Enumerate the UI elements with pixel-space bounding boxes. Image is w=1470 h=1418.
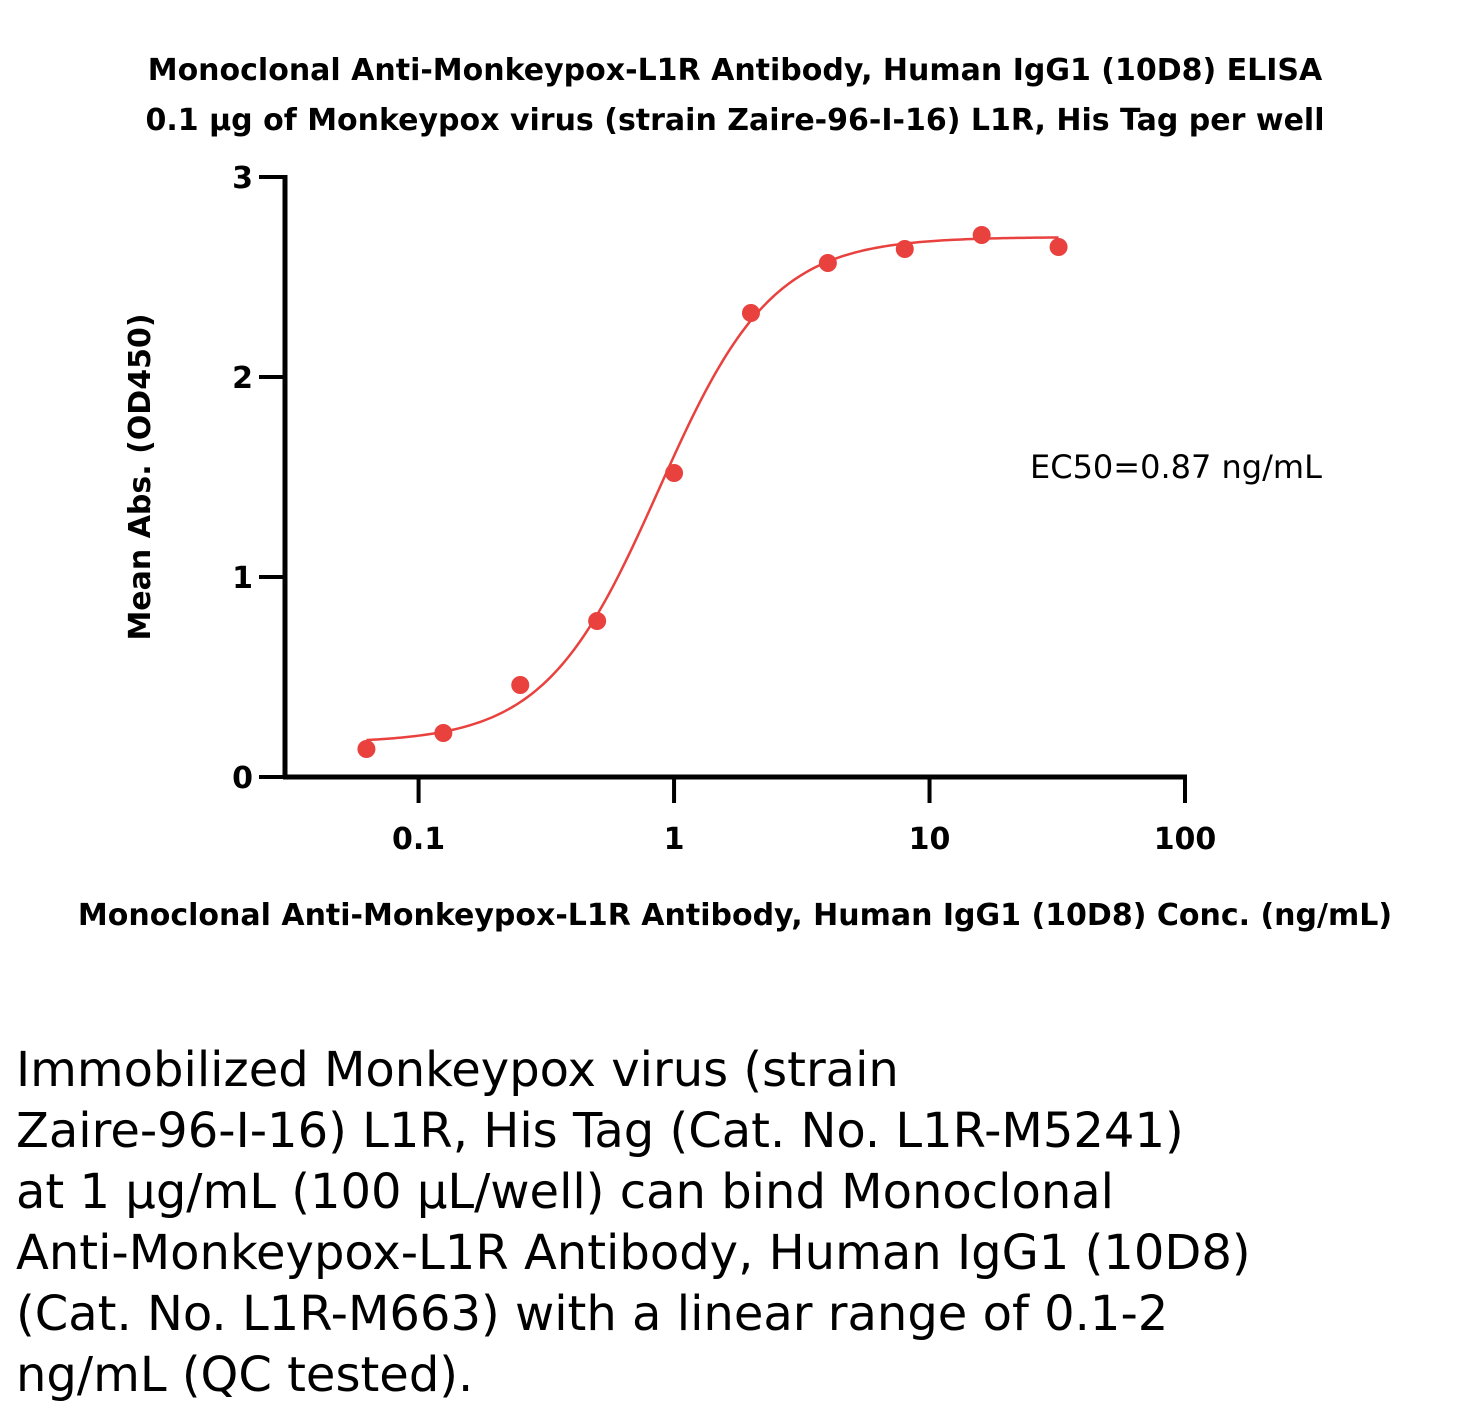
x-tick-label: 10 [909, 822, 951, 857]
y-tick-label: 3 [232, 161, 253, 196]
caption-line: at 1 µg/mL (100 µL/well) can bind Monocl… [16, 1164, 1114, 1220]
chart-title-line-2: 0.1 µg of Monkeypox virus (strain Zaire-… [146, 103, 1325, 138]
data-point [434, 724, 453, 742]
chart: Monoclonal Anti-Monkeypox-L1R Antibody, … [78, 53, 1392, 933]
x-tick-label: 1 [664, 822, 685, 857]
x-axis-label: Monoclonal Anti-Monkeypox-L1R Antibody, … [78, 898, 1392, 933]
data-point [741, 304, 760, 322]
data-point [511, 676, 530, 694]
caption-line: (Cat. No. L1R-M663) with a linear range … [16, 1286, 1169, 1342]
data-point [1049, 238, 1068, 256]
data-point [665, 464, 684, 482]
x-tick-label: 100 [1154, 822, 1217, 857]
data-point [895, 240, 914, 258]
data-point [818, 254, 837, 272]
fit-curve-layer [366, 236, 1059, 742]
data-point [588, 612, 607, 630]
caption: Immobilized Monkeypox virus (strain Zair… [16, 1040, 1376, 1406]
chart-title-line-1: Monoclonal Anti-Monkeypox-L1R Antibody, … [148, 53, 1323, 88]
data-points-layer [357, 226, 1068, 758]
data-point [357, 740, 376, 758]
y-tick-label: 0 [232, 761, 253, 796]
axes: 0 1 2 3 0.1 1 10 100 [232, 161, 1216, 857]
y-tick-label: 2 [232, 361, 253, 396]
fit-curve [366, 236, 1059, 742]
caption-line: ng/mL (QC tested). [16, 1347, 474, 1403]
data-point [972, 226, 991, 244]
caption-line: Zaire-96-I-16) L1R, His Tag (Cat. No. L1… [16, 1103, 1184, 1159]
y-tick-label: 1 [232, 561, 253, 596]
ec50-annotation: EC50=0.87 ng/mL [1030, 448, 1322, 486]
caption-line: Anti-Monkeypox-L1R Antibody, Human IgG1 … [16, 1225, 1251, 1281]
caption-line: Immobilized Monkeypox virus (strain [16, 1042, 899, 1098]
y-axis-label: Mean Abs. (OD450) [123, 313, 158, 640]
x-tick-label: 0.1 [392, 822, 445, 857]
